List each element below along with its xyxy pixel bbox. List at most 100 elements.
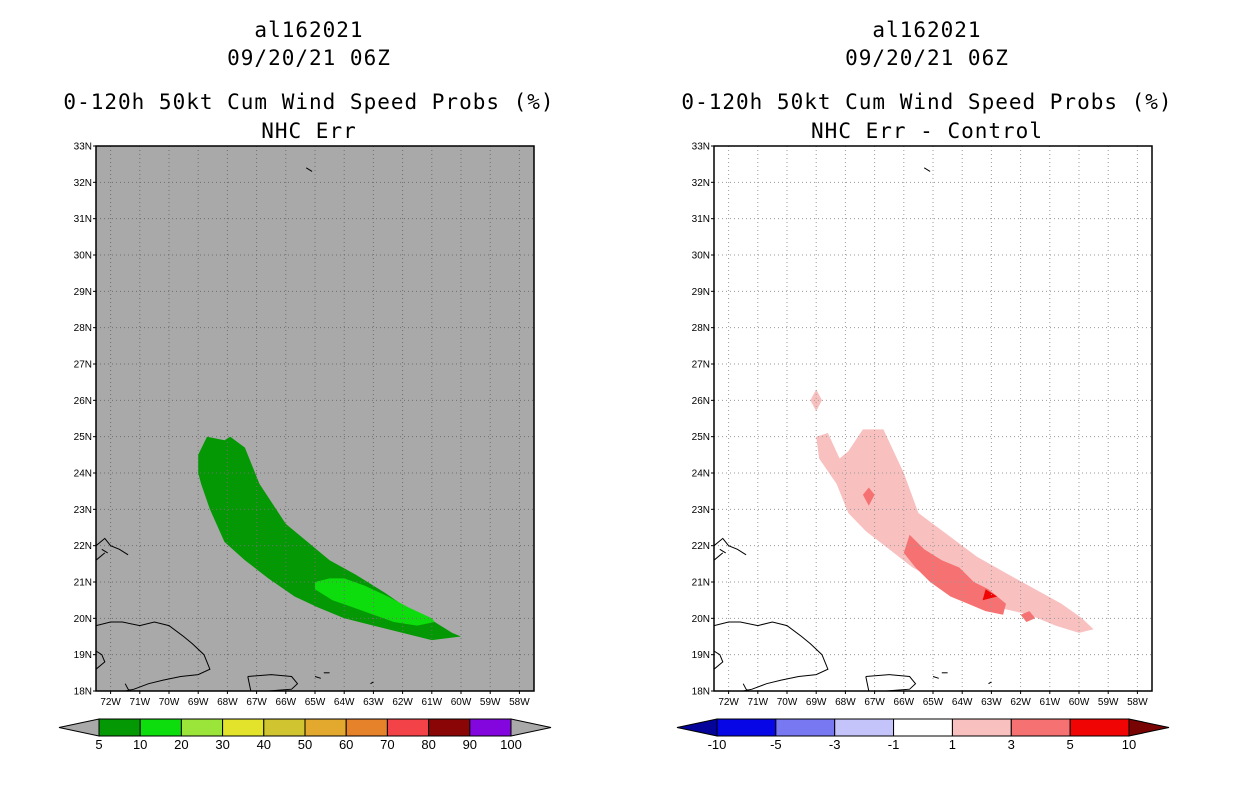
contour-region-1 <box>315 578 435 626</box>
y-tick-label: 26N <box>692 396 710 407</box>
coastline <box>714 650 724 670</box>
y-tick-label: 25N <box>692 432 710 443</box>
y-tick-label: 28N <box>692 323 710 334</box>
y-tick-label: 31N <box>692 214 710 225</box>
colorbar-swatch <box>775 718 836 737</box>
x-tick-label: 65W <box>923 697 944 708</box>
y-tick-label: 26N <box>74 396 92 407</box>
y-tick-label: 21N <box>74 578 92 589</box>
chart-subtitle: NHC Err - Control <box>811 119 1043 143</box>
colorbar-label: 100 <box>500 737 522 752</box>
coastline <box>96 650 106 670</box>
left-map-svg: 72W 71W 70W 69W 68W 67W 66W 65W 64W 63W 62W 61W 60W 5… <box>58 142 552 752</box>
coastline <box>719 548 726 554</box>
colorbar-swatch <box>139 718 182 737</box>
contour-region-5 <box>982 589 998 601</box>
colorbar-swatch <box>386 718 430 737</box>
colorbar-swatch <box>1010 718 1071 737</box>
colorbar-label: 20 <box>174 737 188 752</box>
left-chart-panel: al162021 09/20/21 06Z 0-120h 50kt Cum Wi… <box>58 18 555 752</box>
y-tick-label: 32N <box>74 178 92 189</box>
colorbar-label: 60 <box>339 737 353 752</box>
colorbar-swatch <box>304 718 347 737</box>
colorbar-label: -1 <box>888 737 900 752</box>
y-tick-label: 25N <box>74 432 92 443</box>
colorbar-high-arrow <box>1128 718 1170 737</box>
colorbar-label: 10 <box>1122 737 1136 752</box>
y-tick-label: 19N <box>692 650 710 661</box>
right-chart-panel: al162021 09/20/21 06Z 0-120h 50kt Cum Wi… <box>618 0 1236 800</box>
x-tick-label: 68W <box>217 697 238 708</box>
x-tick-label: 66W <box>276 697 297 708</box>
x-tick-label: 69W <box>806 697 827 708</box>
y-tick-label: 32N <box>692 178 710 189</box>
datetime-title: 09/20/21 06Z <box>227 46 391 70</box>
x-tick-label: 66W <box>894 697 915 708</box>
x-tick-label: 59W <box>1098 697 1119 708</box>
y-tick-label: 27N <box>692 360 710 371</box>
x-tick-label: 72W <box>100 697 121 708</box>
chart-title: 0-120h 50kt Cum Wind Speed Probs (%) <box>63 90 555 114</box>
storm-id-title: al162021 <box>872 18 982 42</box>
y-tick-label: 20N <box>692 614 710 625</box>
x-tick-label: 62W <box>392 697 413 708</box>
chart-title: 0-120h 50kt Cum Wind Speed Probs (%) <box>681 90 1173 114</box>
colorbar-swatch <box>98 718 141 737</box>
colorbar-label: 1 <box>949 737 956 752</box>
colorbar-swatch <box>345 718 388 737</box>
x-tick-label: 70W <box>159 697 180 708</box>
y-tick-label: 29N <box>692 287 710 298</box>
y-tick-label: 21N <box>692 578 710 589</box>
colorbar-label: 90 <box>463 737 477 752</box>
y-tick-label: 20N <box>74 614 92 625</box>
x-tick-label: 65W <box>305 697 326 708</box>
colorbar-label: 70 <box>380 737 394 752</box>
colorbar-swatch <box>469 718 512 737</box>
coastline <box>370 681 374 685</box>
colorbar-swatch <box>951 718 1012 737</box>
chart-subtitle: NHC Err <box>261 119 357 143</box>
y-tick-label: 33N <box>74 142 92 153</box>
y-tick-label: 31N <box>74 214 92 225</box>
coastline <box>305 167 313 172</box>
coastline <box>714 537 747 556</box>
colorbar-label: 30 <box>215 737 229 752</box>
y-tick-label: 18N <box>692 687 710 698</box>
y-tick-label: 23N <box>692 505 710 516</box>
contour-region-0 <box>198 436 461 641</box>
coastline <box>96 537 129 556</box>
plot-area <box>96 146 534 691</box>
colorbar-label: 5 <box>95 737 102 752</box>
colorbar-label: 40 <box>257 737 271 752</box>
x-tick-label: 60W <box>1069 697 1090 708</box>
coastline <box>101 548 108 554</box>
y-tick-label: 22N <box>74 541 92 552</box>
colorbar-low-arrow <box>58 718 100 737</box>
x-tick-label: 60W <box>451 697 472 708</box>
x-tick-label: 64W <box>952 697 973 708</box>
x-tick-label: 64W <box>334 697 355 708</box>
colorbar-label: -10 <box>708 737 727 752</box>
coastline <box>932 676 939 679</box>
colorbar-high-arrow <box>510 718 552 737</box>
y-tick-label: 24N <box>74 469 92 480</box>
colorbar-label: 50 <box>298 737 312 752</box>
x-tick-label: 59W <box>480 697 501 708</box>
colorbar-label: 3 <box>1008 737 1015 752</box>
y-tick-label: 30N <box>692 251 710 262</box>
y-tick-label: 19N <box>74 650 92 661</box>
plot-area <box>714 146 1152 691</box>
x-tick-label: 67W <box>864 697 885 708</box>
contour-region-1 <box>810 389 822 412</box>
storm-id-title: al162021 <box>254 18 364 42</box>
x-tick-label: 62W <box>1010 697 1031 708</box>
contour-region-0 <box>816 429 1094 633</box>
colorbar-label: -3 <box>829 737 841 752</box>
x-tick-label: 61W <box>422 697 443 708</box>
datetime-title: 09/20/21 06Z <box>845 46 1009 70</box>
contour-region-2 <box>903 534 1006 615</box>
x-tick-label: 58W <box>1127 697 1148 708</box>
x-tick-label: 68W <box>835 697 856 708</box>
coastline <box>714 552 724 561</box>
coastline <box>988 681 992 685</box>
